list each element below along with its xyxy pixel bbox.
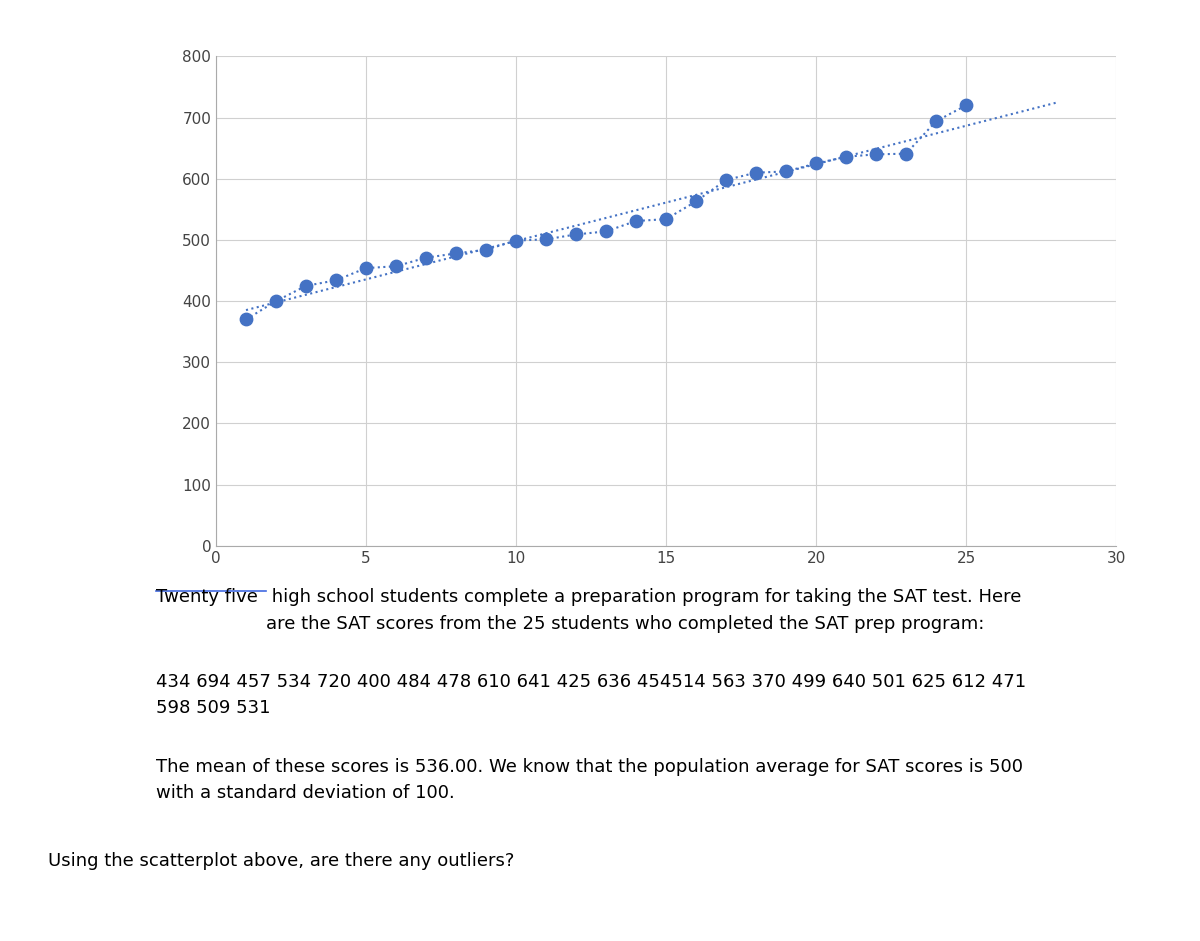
Point [296,279,316,294]
Point [626,214,646,229]
Point [866,147,886,162]
Point [746,166,766,181]
Point [956,98,976,113]
Point [836,150,856,165]
Text: high school students complete a preparation program for taking the SAT test. Her: high school students complete a preparat… [266,588,1021,632]
Text: 434 694 457 534 720 400 484 478 610 641 425 636 454514 563 370 499 640 501 625 6: 434 694 457 534 720 400 484 478 610 641 … [156,673,1026,717]
Point [716,172,736,187]
Point [266,294,286,309]
Point [566,227,586,242]
Point [686,194,706,209]
Text: The mean of these scores is 536.00. We know that the population average for SAT : The mean of these scores is 536.00. We k… [156,758,1022,802]
Point [776,164,796,179]
Text: Twenty five: Twenty five [156,588,258,606]
Point [806,156,826,171]
Point [446,246,466,261]
Point [326,273,346,288]
Point [896,146,916,161]
Point [926,114,946,129]
Point [386,259,406,274]
Point [476,242,496,257]
Point [656,212,676,227]
Point [236,312,256,327]
Point [356,261,376,276]
Point [596,224,616,239]
Point [416,250,436,265]
Point [506,233,526,248]
Text: Using the scatterplot above, are there any outliers?: Using the scatterplot above, are there a… [48,852,515,869]
Point [536,231,556,247]
